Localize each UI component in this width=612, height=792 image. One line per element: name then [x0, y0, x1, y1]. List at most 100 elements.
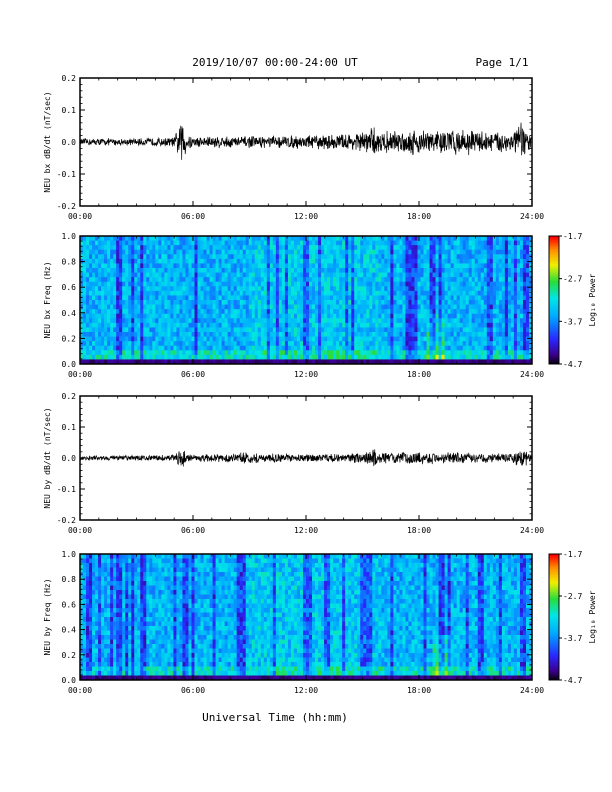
spectrogram-cell [116, 585, 120, 591]
spectrogram-cell [525, 300, 530, 305]
spectrogram-cell [474, 322, 479, 328]
spectrogram-cell [459, 313, 464, 319]
spectrogram-cell [513, 327, 518, 333]
spectrogram-cell [495, 313, 500, 319]
spectrogram-cell [191, 268, 195, 273]
spectrogram-cell [333, 254, 337, 260]
spectrogram-cell [405, 240, 409, 246]
spectrogram-cell [275, 277, 280, 283]
colorbar-segment [549, 353, 559, 356]
spectrogram-cell [504, 240, 509, 246]
spectrogram-cell [248, 236, 253, 241]
dbdt-ytick-label: 0.2 [62, 392, 77, 401]
figure-title: 2019/10/07 00:00-24:00 UT [192, 56, 358, 69]
spectrogram-cell [236, 295, 241, 301]
spectrogram-cell [465, 300, 470, 305]
spectrogram-cell [510, 304, 515, 310]
spectrogram-cell [336, 341, 340, 347]
spectrogram-cell [528, 277, 533, 283]
spectrogram-cell [384, 249, 388, 255]
spectrogram-cell [86, 666, 90, 672]
spectrogram-cell [405, 295, 409, 301]
spectrogram-cell [191, 286, 195, 292]
spectrogram-cell [98, 304, 102, 310]
spectrogram-cell [212, 277, 216, 283]
spectrogram-cell [80, 263, 84, 269]
spectrogram-cell [233, 249, 238, 255]
spectrogram-cell [122, 341, 126, 347]
spectrogram-cell [95, 345, 99, 351]
spectrogram-cell [312, 304, 316, 310]
spectrogram-cell [149, 359, 153, 365]
spectrogram-cell [122, 359, 126, 365]
spectrogram-cell [366, 236, 370, 241]
spectrogram-cell [83, 327, 87, 333]
spectrogram-cell [101, 572, 105, 577]
spectrogram-cell [324, 254, 328, 260]
spectrogram-cell [185, 249, 189, 255]
spectrogram-cell [420, 300, 424, 305]
spectrogram-cell [504, 332, 509, 337]
spectrogram-cell [525, 263, 530, 269]
spectrogram-cell [209, 327, 213, 333]
spectrogram-cell [158, 359, 162, 365]
spectrogram-cell [489, 336, 494, 342]
spectrogram-cell [197, 240, 201, 246]
spectrogram-cell [519, 354, 524, 360]
spectrogram-cell [167, 322, 171, 328]
spectrogram-cell [486, 327, 491, 333]
spectrogram-cell [107, 576, 111, 582]
spectrogram-cell [170, 313, 174, 319]
spectrogram-cell [233, 272, 238, 278]
spectrogram-cell [302, 345, 307, 351]
spectrogram-cell [173, 240, 177, 246]
spectrogram-cell [507, 318, 512, 324]
spectrogram-cell [128, 300, 132, 305]
spectrogram-cell [384, 359, 388, 365]
spectrogram-cell [146, 249, 150, 255]
spectrogram-cell [462, 286, 467, 292]
spectrogram-cell [462, 272, 467, 278]
spectrogram-cell [227, 263, 232, 269]
spectrogram-cell [188, 322, 192, 328]
spectrogram-cell [504, 258, 509, 264]
spectrogram-cell [402, 281, 406, 287]
spectrogram-cell [281, 345, 286, 351]
spectrogram-cell [128, 304, 132, 310]
spectrogram-cell [522, 359, 527, 365]
spectrogram-cell [236, 318, 241, 324]
spectrogram-cell [251, 309, 256, 315]
spectrogram-cell [104, 612, 108, 618]
spectrogram-cell [185, 304, 189, 310]
spectrogram-cell [411, 313, 415, 319]
spectrogram-cell [474, 263, 479, 269]
spectrogram-cell [182, 254, 186, 260]
spectrogram-cell [372, 341, 376, 347]
spectrogram-cell [89, 254, 93, 260]
spectrogram-cell [260, 272, 265, 278]
spectrogram-cell [92, 336, 96, 342]
spectrogram-cell [414, 290, 418, 296]
spectrogram-cell [245, 309, 250, 315]
spectrogram-cell [519, 327, 524, 333]
spectrogram-cell [378, 268, 382, 273]
spectrogram-cell [330, 359, 334, 365]
spectrogram-cell [360, 272, 364, 278]
spectrogram-cell [242, 236, 247, 241]
spectrogram-cell [140, 304, 144, 310]
spectrogram-cell [444, 332, 449, 337]
spectrogram-cell [435, 318, 439, 324]
spectrogram-cell [164, 249, 168, 255]
spectrogram-cell [158, 300, 162, 305]
spectrogram-cell [185, 258, 189, 264]
spectrogram-cell [254, 277, 259, 283]
spectrogram-cell [242, 341, 247, 347]
spectrogram-cell [170, 300, 174, 305]
spectrogram-cell [119, 295, 123, 301]
spectrogram-cell [260, 359, 265, 365]
spectrogram-cell [429, 272, 433, 278]
spectrogram-cell [113, 648, 117, 654]
spectrogram-cell [390, 295, 394, 301]
spectrogram-cell [423, 268, 427, 273]
spectrogram-cell [363, 286, 367, 292]
